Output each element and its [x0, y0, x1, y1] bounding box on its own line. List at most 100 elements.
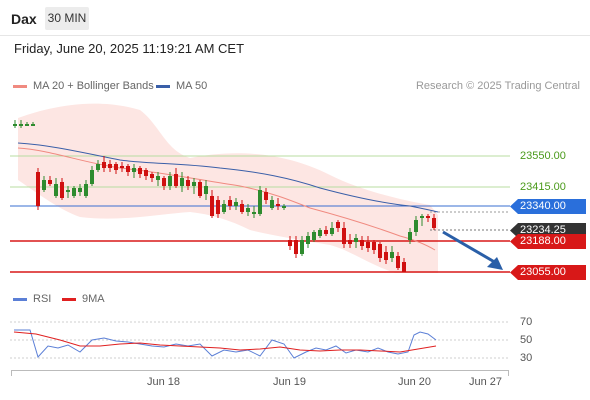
- candle-body: [306, 236, 310, 244]
- candle-body: [270, 200, 274, 208]
- candle-body: [408, 232, 412, 240]
- candlestick-series: [13, 120, 436, 272]
- candle-body: [120, 166, 124, 168]
- candle-body: [276, 204, 280, 206]
- candle-body: [264, 192, 268, 200]
- candle-body: [114, 164, 118, 170]
- candle-body: [144, 170, 148, 176]
- candle-body: [36, 172, 40, 206]
- candle-body: [156, 176, 160, 180]
- rsi-label-50: 50: [520, 334, 533, 346]
- candle-body: [354, 238, 358, 242]
- candle-body: [138, 168, 142, 174]
- candle-body: [180, 178, 184, 186]
- candle-body: [426, 216, 430, 218]
- candle-body: [90, 170, 94, 184]
- forecast-arrow-head: [487, 257, 503, 270]
- candle-body: [192, 182, 196, 186]
- candle-body: [396, 256, 400, 268]
- x-label-jun19: Jun 19: [273, 376, 307, 388]
- candle-body: [252, 212, 256, 214]
- x-axis-line: [11, 370, 509, 371]
- x-axis-tick-right: [508, 370, 509, 376]
- pivot-tag-23188: 23188.00: [510, 234, 586, 249]
- candle-body: [186, 180, 190, 186]
- candle-body: [132, 168, 136, 172]
- candle-body: [294, 240, 298, 254]
- legend-ma20-label: MA 20 + Bollinger Bands: [33, 80, 154, 92]
- candle-body: [240, 204, 244, 212]
- candle-body: [174, 174, 178, 186]
- candle-body: [126, 166, 130, 172]
- legend-ma20: MA 20 + Bollinger Bands: [13, 80, 154, 92]
- candle-body: [372, 242, 376, 250]
- candle-body: [318, 230, 322, 236]
- candle-body: [360, 240, 364, 246]
- candle-body: [102, 162, 106, 168]
- legend-ma50: MA 50: [156, 80, 207, 92]
- ma50-price-tag: 23340.00: [510, 199, 586, 214]
- candle-body: [312, 232, 316, 240]
- candle-body: [258, 190, 262, 214]
- candle-body: [162, 178, 166, 186]
- rsi-swatch: [13, 297, 27, 301]
- candle-body: [72, 188, 76, 196]
- rsi-label-70: 70: [520, 316, 533, 328]
- ma20-swatch: [13, 84, 27, 88]
- candle-body: [432, 218, 436, 228]
- candle-body: [66, 190, 70, 192]
- candle-body: [366, 242, 370, 248]
- candle-body: [150, 174, 154, 178]
- timeframe-button[interactable]: 30 MIN: [45, 7, 89, 30]
- candle-body: [84, 184, 88, 196]
- candle-body: [198, 182, 202, 196]
- legend-rsi: RSI: [13, 293, 51, 305]
- symbol-label: Dax: [11, 11, 37, 27]
- candle-body: [246, 208, 250, 212]
- pivot-tag-23055: 23055.00: [510, 265, 586, 280]
- candle-body: [78, 188, 82, 192]
- candle-body: [282, 206, 286, 208]
- rsi-line: [14, 329, 437, 359]
- candle-body: [384, 252, 388, 260]
- toolbar-divider: [0, 35, 590, 36]
- level-label-23550: 23550.00: [520, 150, 566, 162]
- candle-body: [324, 230, 328, 234]
- rsi-9ma-line: [13, 331, 437, 353]
- rsi-label-30: 30: [520, 352, 533, 364]
- candle-body: [300, 240, 304, 254]
- ma50-line: [17, 142, 439, 213]
- candle-body: [96, 164, 100, 170]
- candle-body: [216, 200, 220, 214]
- level-label-23415: 23415.00: [520, 181, 566, 193]
- chart-datetime: Friday, June 20, 2025 11:19:21 AM CET: [14, 41, 245, 56]
- candle-body: [168, 176, 172, 186]
- candle-body: [342, 228, 346, 244]
- candle-body: [31, 124, 35, 126]
- candle-body: [336, 222, 340, 228]
- candle-body: [204, 186, 208, 194]
- candle-body: [228, 200, 232, 206]
- candle-body: [330, 228, 334, 234]
- x-label-jun27: Jun 27: [469, 376, 503, 388]
- candle-body: [48, 180, 52, 184]
- x-label-jun18: Jun 18: [147, 376, 181, 388]
- candle-body: [13, 124, 17, 126]
- candle-body: [288, 240, 292, 246]
- candle-body: [402, 262, 406, 272]
- candle-body: [414, 220, 418, 232]
- candle-body: [108, 164, 112, 168]
- ma50-swatch: [156, 84, 170, 88]
- candle-body: [210, 196, 214, 216]
- ma9-swatch: [62, 297, 76, 301]
- research-credit: Research © 2025 Trading Central: [415, 80, 580, 92]
- legend-9ma: 9MA: [62, 293, 105, 305]
- x-axis-tick-left: [11, 370, 12, 376]
- candle-body: [19, 124, 23, 126]
- x-label-jun20: Jun 20: [398, 376, 432, 388]
- candle-body: [25, 124, 29, 126]
- legend-9ma-label: 9MA: [82, 293, 105, 305]
